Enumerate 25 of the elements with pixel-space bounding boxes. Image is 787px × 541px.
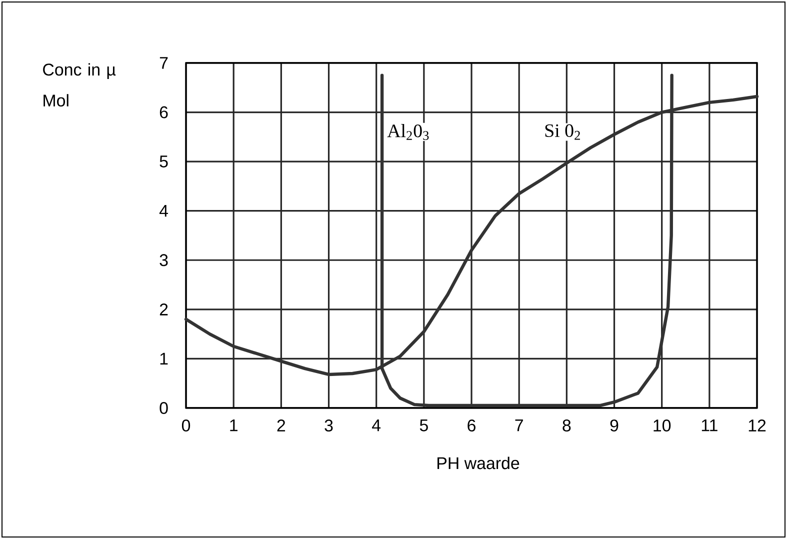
y-tick-label: 1 bbox=[160, 352, 168, 365]
x-tick-label: 9 bbox=[610, 420, 618, 432]
x-tick-label: 1 bbox=[230, 420, 238, 432]
x-tick-label: 8 bbox=[562, 420, 571, 432]
x-tick-label: 10 bbox=[654, 420, 671, 432]
x-tick-label: 0 bbox=[182, 420, 190, 432]
y-tick-label: 7 bbox=[160, 57, 168, 69]
x-tick-label: 11 bbox=[702, 420, 718, 432]
x-axis-title: PH waarde bbox=[438, 456, 520, 470]
x-tick-label: 12 bbox=[748, 420, 766, 432]
y-tick-label: 6 bbox=[160, 106, 168, 118]
x-tick-label: 4 bbox=[372, 420, 381, 432]
y-tick-label: 0 bbox=[160, 402, 168, 414]
x-tick-label: 5 bbox=[420, 420, 428, 432]
series-label: Si 0$_{2}$ bbox=[545, 124, 580, 140]
y-axis-title: Conc in µ Mol bbox=[43, 63, 116, 107]
series-label: Al$_{2}$0$_{3}$ bbox=[387, 124, 429, 140]
x-tick-label: 6 bbox=[468, 420, 476, 432]
y-tick-label: 5 bbox=[160, 156, 168, 168]
y-tick-label: 3 bbox=[160, 254, 168, 266]
y-tick-label: 2 bbox=[160, 303, 168, 316]
x-tick-label: 2 bbox=[277, 420, 286, 432]
x-tick-label: 7 bbox=[515, 420, 523, 432]
x-tick-label: 3 bbox=[324, 420, 333, 432]
y-tick-label: 4 bbox=[159, 205, 168, 217]
